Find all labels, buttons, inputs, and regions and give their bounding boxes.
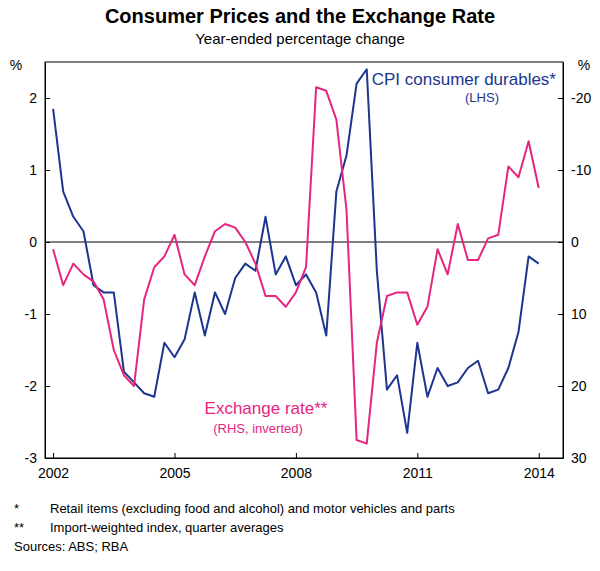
series-label: CPI consumer durables* (372, 70, 557, 89)
y-axis-tick: -2 (25, 378, 50, 394)
y2-axis-tick-mark (558, 386, 563, 387)
y-axis-tick-mark (45, 386, 50, 387)
x-axis-tick-label: 2014 (524, 465, 555, 481)
y2-axis-label: % (578, 57, 590, 73)
y-axis-tick-label: -1 (25, 306, 38, 322)
y-axis-tick-label: -2 (25, 378, 38, 394)
x-axis-tick-label: 2002 (38, 465, 69, 481)
subtitle: Year-ended percentage change (195, 30, 405, 47)
y2-axis-line (563, 63, 564, 459)
y2-axis-tick: 20 (558, 378, 587, 394)
y2-axis-tick-mark (558, 314, 563, 315)
y-axis-tick-label: 2 (29, 90, 37, 106)
y2-axis-tick-label: -20 (571, 90, 591, 106)
x-axis-tick: 2014 (524, 453, 555, 481)
y2-axis-tick: -10 (558, 162, 591, 178)
x-axis-tick: 2008 (281, 453, 312, 481)
y-axis-tick-mark (45, 242, 50, 243)
x-axis-tick: 2011 (403, 453, 433, 481)
y-axis-tick-mark (45, 170, 50, 171)
y-axis-label: % (10, 57, 22, 73)
y-axis-tick-label: -3 (25, 450, 38, 466)
series-label: Exchange rate** (205, 399, 328, 418)
note-text: Retail items (excluding food and alcohol… (50, 501, 455, 516)
x-axis-tick-mark (296, 453, 297, 458)
x-axis: 2002 2005 2008 2011 2014 (38, 453, 563, 481)
y-axis: -3 -2 -1 0 1 2 (25, 63, 50, 466)
y2-axis-tick-label: 10 (571, 306, 587, 322)
x-axis-tick-label: 2008 (281, 465, 312, 481)
y2-axis-tick-label: -10 (571, 162, 591, 178)
note-symbol: ** (14, 520, 24, 535)
note-symbol: * (14, 501, 19, 516)
y-axis-tick: -1 (25, 306, 50, 322)
y-axis-tick: 1 (29, 162, 50, 178)
x-axis-tick-mark (53, 453, 54, 458)
chart: Consumer Prices and the Exchange Rate Yea… (0, 0, 600, 571)
x-axis-tick: 2005 (159, 453, 190, 481)
y2-axis-tick-mark (558, 242, 563, 243)
x-axis-tick-label: 2011 (403, 465, 433, 481)
series-annotation: (LHS) (465, 90, 499, 105)
y-axis-tick: 2 (29, 90, 50, 106)
y2-axis-tick-mark (558, 170, 563, 171)
y-axis-tick-label: 1 (29, 162, 37, 178)
y-axis-tick-mark (45, 98, 50, 99)
y2-axis-tick: 10 (558, 306, 587, 322)
x-axis-tick-mark (539, 453, 540, 458)
y2-axis-tick: 0 (558, 234, 579, 250)
x-axis-tick-mark (417, 453, 418, 458)
y-axis-tick: 0 (29, 234, 50, 250)
y2-axis-tick-label: 20 (571, 378, 587, 394)
y2-axis-tick-label: 0 (571, 234, 579, 250)
y2-axis-tick-label: 30 (571, 450, 587, 466)
x-axis-tick-label: 2005 (159, 465, 190, 481)
y2-axis-tick: 30 (558, 450, 587, 466)
y-axis-tick-mark (45, 314, 50, 315)
note-text: Import-weighted index, quarter averages (50, 520, 284, 535)
series-annotation: (RHS, inverted) (213, 421, 303, 436)
y2-axis-tick-mark (558, 98, 563, 99)
y2-axis: 30 20 10 0 -10 -20 (558, 63, 591, 466)
source: Sources: ABS; RBA (14, 539, 128, 554)
y-axis-tick: -3 (25, 450, 50, 466)
x-axis-line (46, 458, 564, 459)
x-axis-tick: 2002 (38, 453, 69, 481)
title: Consumer Prices and the Exchange Rate (105, 5, 495, 27)
series-line (53, 87, 539, 443)
x-axis-tick-mark (175, 453, 176, 458)
plot-frame (45, 62, 563, 458)
y2-axis-tick: -20 (558, 90, 591, 106)
y-axis-tick-label: 0 (29, 234, 37, 250)
y-axis-line (45, 63, 46, 459)
series-group (53, 69, 539, 443)
